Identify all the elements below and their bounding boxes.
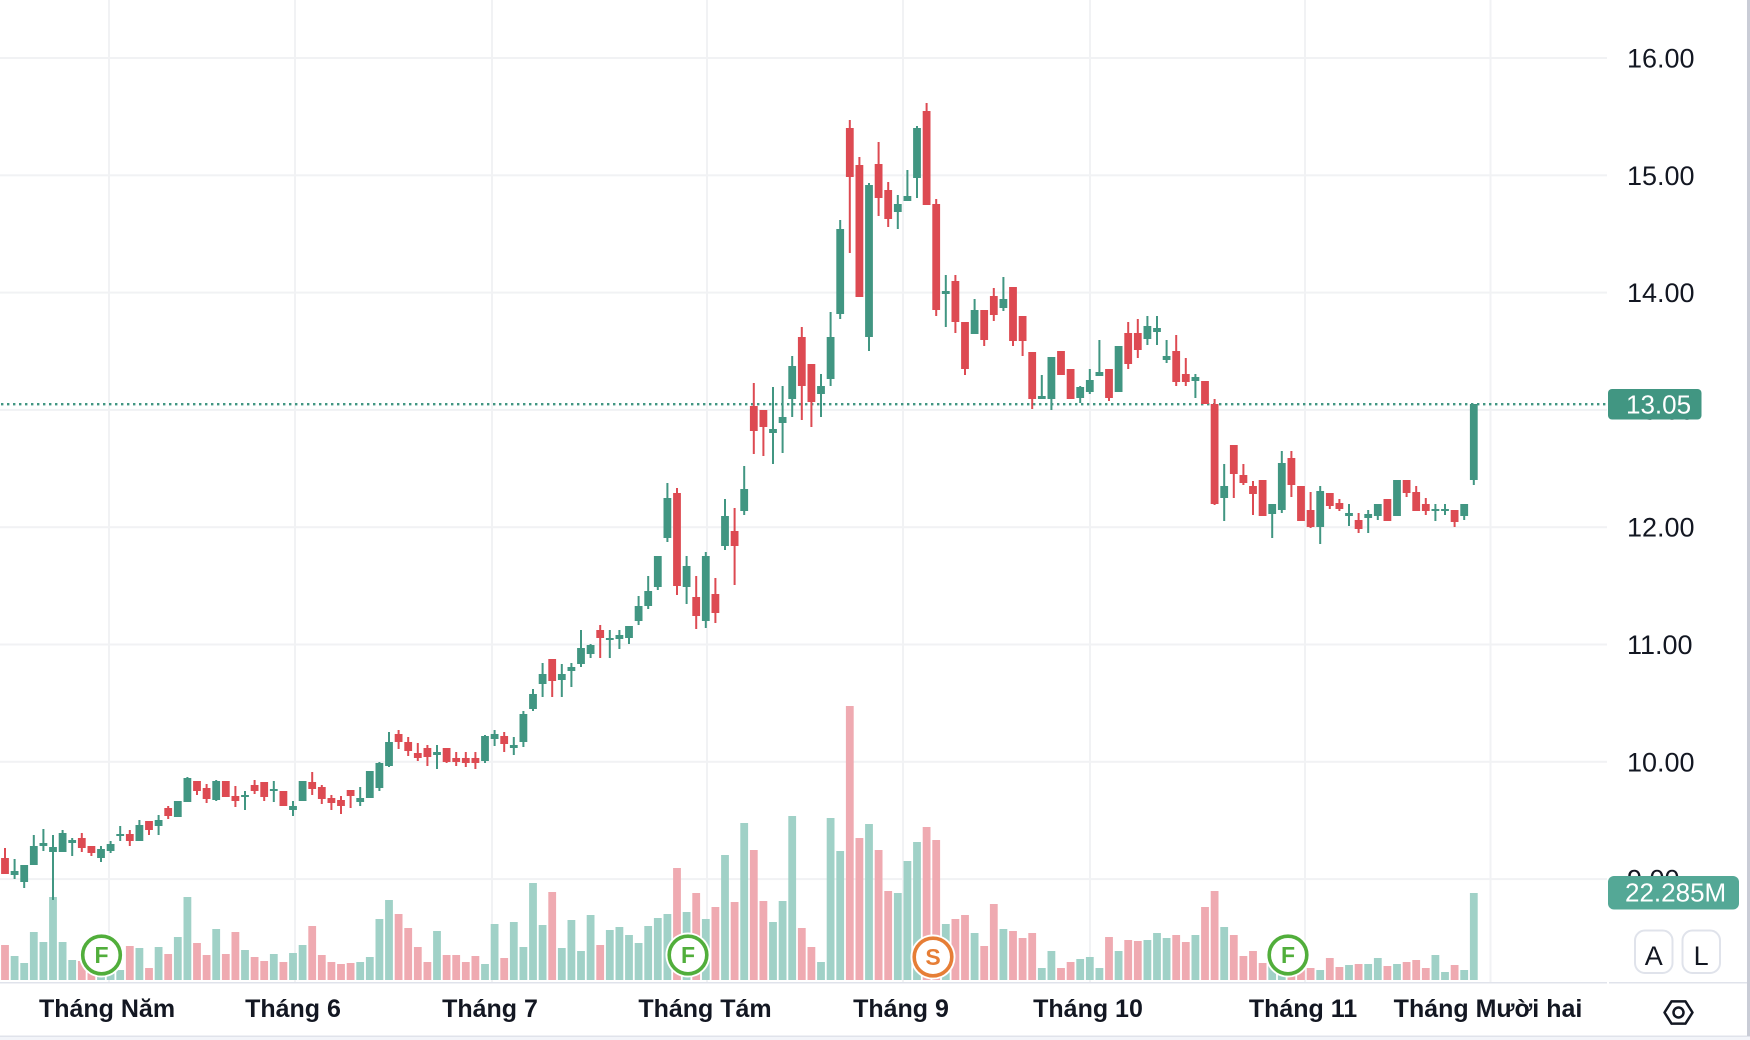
svg-text:Tháng 6: Tháng 6 — [245, 995, 341, 1023]
svg-text:22.285M: 22.285M — [1625, 878, 1726, 908]
svg-text:13.05: 13.05 — [1626, 390, 1691, 420]
svg-text:S: S — [925, 944, 940, 970]
svg-text:Tháng Tám: Tháng Tám — [638, 995, 771, 1023]
svg-text:12.00: 12.00 — [1627, 513, 1695, 543]
svg-text:F: F — [94, 942, 108, 968]
svg-text:16.00: 16.00 — [1627, 44, 1695, 74]
svg-text:10.00: 10.00 — [1627, 747, 1695, 777]
svg-text:Tháng Mười hai: Tháng Mười hai — [1394, 995, 1583, 1023]
svg-text:F: F — [681, 942, 695, 968]
svg-text:Tháng 10: Tháng 10 — [1033, 995, 1143, 1023]
svg-text:Tháng 7: Tháng 7 — [442, 995, 538, 1023]
svg-text:14.00: 14.00 — [1627, 278, 1695, 308]
svg-text:Tháng 9: Tháng 9 — [853, 995, 949, 1023]
svg-text:A: A — [1645, 941, 1663, 971]
svg-text:F: F — [1281, 942, 1295, 968]
svg-text:11.00: 11.00 — [1627, 630, 1693, 660]
svg-text:L: L — [1694, 941, 1709, 971]
svg-text:Tháng 11: Tháng 11 — [1249, 995, 1357, 1023]
svg-text:15.00: 15.00 — [1627, 161, 1695, 191]
svg-text:Tháng Năm: Tháng Năm — [39, 995, 175, 1023]
